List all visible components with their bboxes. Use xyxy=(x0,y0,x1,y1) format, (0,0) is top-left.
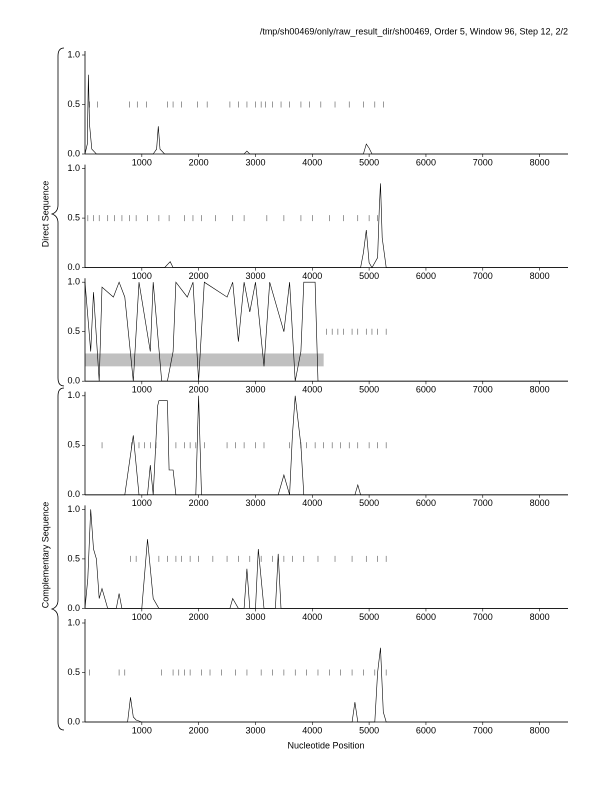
x-tick-label: 8000 xyxy=(530,385,550,395)
x-tick-label: 5000 xyxy=(359,157,379,167)
x-tick-label: 3000 xyxy=(245,612,265,622)
x-tick-label: 7000 xyxy=(473,612,493,622)
x-tick-label: 3000 xyxy=(245,498,265,508)
highlight-band xyxy=(85,353,324,367)
group-label: Complementary Sequence xyxy=(40,502,50,609)
x-tick-label: 8000 xyxy=(530,725,550,735)
y-tick-label: 1.0 xyxy=(67,49,80,59)
x-tick-label: 4000 xyxy=(302,271,322,281)
line xyxy=(84,74,568,155)
x-tick-label: 4000 xyxy=(302,498,322,508)
x-tick-label: 3000 xyxy=(245,271,265,281)
x-tick-label: 6000 xyxy=(416,385,436,395)
y-tick-label: 0.5 xyxy=(67,440,80,450)
y-tick-label: 0.5 xyxy=(67,667,80,677)
y-tick-label: 0.5 xyxy=(67,212,80,222)
x-tick-label: 1000 xyxy=(132,271,152,281)
x-tick-label: 4000 xyxy=(302,725,322,735)
line xyxy=(85,183,568,269)
x-tick-label: 8000 xyxy=(530,612,550,622)
x-tick-label: 3000 xyxy=(245,157,265,167)
x-tick-label: 7000 xyxy=(473,725,493,735)
x-tick-label: 3000 xyxy=(245,725,265,735)
y-tick-label: 1.0 xyxy=(67,163,80,173)
x-tick-label: 7000 xyxy=(473,498,493,508)
x-tick-label: 8000 xyxy=(530,271,550,281)
y-tick-label: 0.0 xyxy=(67,603,80,613)
x-tick-label: 2000 xyxy=(189,725,209,735)
page-title: /tmp/sh00469/only/raw_result_dir/sh00469… xyxy=(260,26,568,36)
brace xyxy=(50,387,65,731)
x-tick-label: 7000 xyxy=(473,385,493,395)
y-tick-label: 0.0 xyxy=(67,489,80,499)
line xyxy=(85,647,568,723)
x-tick-label: 1000 xyxy=(132,725,152,735)
x-tick-label: 6000 xyxy=(416,157,436,167)
x-tick-label: 8000 xyxy=(530,157,550,167)
x-tick-label: 6000 xyxy=(416,612,436,622)
x-tick-label: 5000 xyxy=(359,612,379,622)
y-tick-label: 0.0 xyxy=(67,376,80,386)
line xyxy=(85,395,568,496)
x-tick-label: 5000 xyxy=(359,385,379,395)
y-tick-label: 0.0 xyxy=(67,716,80,726)
y-tick-label: 0.5 xyxy=(67,553,80,563)
x-tick-label: 1000 xyxy=(132,157,152,167)
x-tick-label: 6000 xyxy=(416,725,436,735)
y-tick-label: 1.0 xyxy=(67,277,80,287)
y-tick-label: 1.0 xyxy=(67,504,80,514)
x-tick-label: 2000 xyxy=(189,271,209,281)
x-tick-label: 2000 xyxy=(189,498,209,508)
line xyxy=(84,281,568,382)
y-tick-label: 0.0 xyxy=(67,148,80,158)
x-tick-label: 2000 xyxy=(189,612,209,622)
x-tick-label: 7000 xyxy=(473,157,493,167)
x-tick-label: 5000 xyxy=(359,725,379,735)
x-axis-label: Nucleotide Position xyxy=(287,740,364,750)
y-tick-label: 0.5 xyxy=(67,99,80,109)
x-tick-label: 8000 xyxy=(530,498,550,508)
x-tick-label: 1000 xyxy=(132,612,152,622)
x-tick-label: 2000 xyxy=(189,157,209,167)
brace xyxy=(50,47,65,387)
x-tick-label: 5000 xyxy=(359,271,379,281)
x-tick-label: 6000 xyxy=(416,498,436,508)
x-tick-label: 2000 xyxy=(189,385,209,395)
x-tick-label: 3000 xyxy=(245,385,265,395)
x-tick-label: 5000 xyxy=(359,498,379,508)
y-tick-label: 0.0 xyxy=(67,262,80,272)
x-tick-label: 6000 xyxy=(416,271,436,281)
y-tick-label: 0.5 xyxy=(67,326,80,336)
x-tick-label: 4000 xyxy=(302,612,322,622)
x-tick-label: 1000 xyxy=(132,498,152,508)
x-tick-label: 1000 xyxy=(132,385,152,395)
group-label: Direct Sequence xyxy=(40,181,50,248)
y-tick-label: 1.0 xyxy=(67,617,80,627)
y-tick-label: 1.0 xyxy=(67,390,80,400)
x-tick-label: 4000 xyxy=(302,157,322,167)
line xyxy=(84,509,568,609)
x-tick-label: 4000 xyxy=(302,385,322,395)
x-tick-label: 7000 xyxy=(473,271,493,281)
